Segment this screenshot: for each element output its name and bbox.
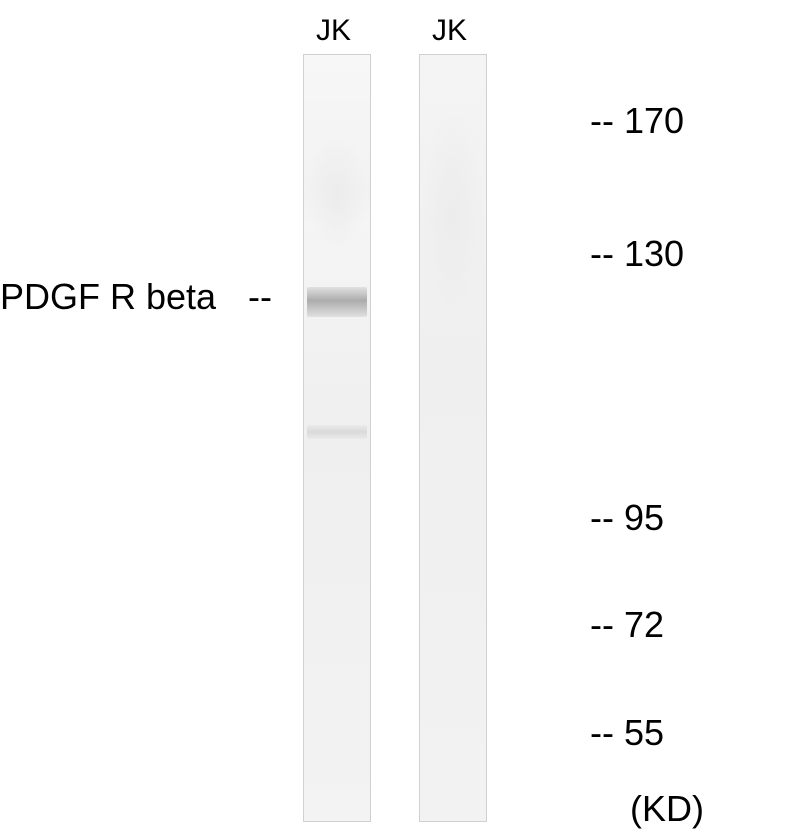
unit-label: (KD) [630, 788, 704, 830]
blot-figure: PDGF R beta -- JK JK -- 170 -- 130 -- 95… [0, 0, 806, 837]
lane-1 [303, 54, 371, 822]
lane-2-header: JK [432, 14, 467, 48]
protein-label-tick: -- [248, 276, 272, 318]
lane-2-smudge [422, 115, 484, 315]
mw-marker-130: -- 130 [590, 233, 684, 275]
lane-1-smudge [306, 135, 368, 255]
lane-1-band-main [307, 287, 367, 317]
protein-label: PDGF R beta [0, 276, 216, 318]
mw-marker-170: -- 170 [590, 100, 684, 142]
lane-1-header: JK [316, 14, 351, 48]
lane-2 [419, 54, 487, 822]
mw-marker-95: -- 95 [590, 497, 664, 539]
mw-marker-72: -- 72 [590, 604, 664, 646]
lane-1-band-faint [307, 425, 367, 439]
mw-marker-55: -- 55 [590, 712, 664, 754]
